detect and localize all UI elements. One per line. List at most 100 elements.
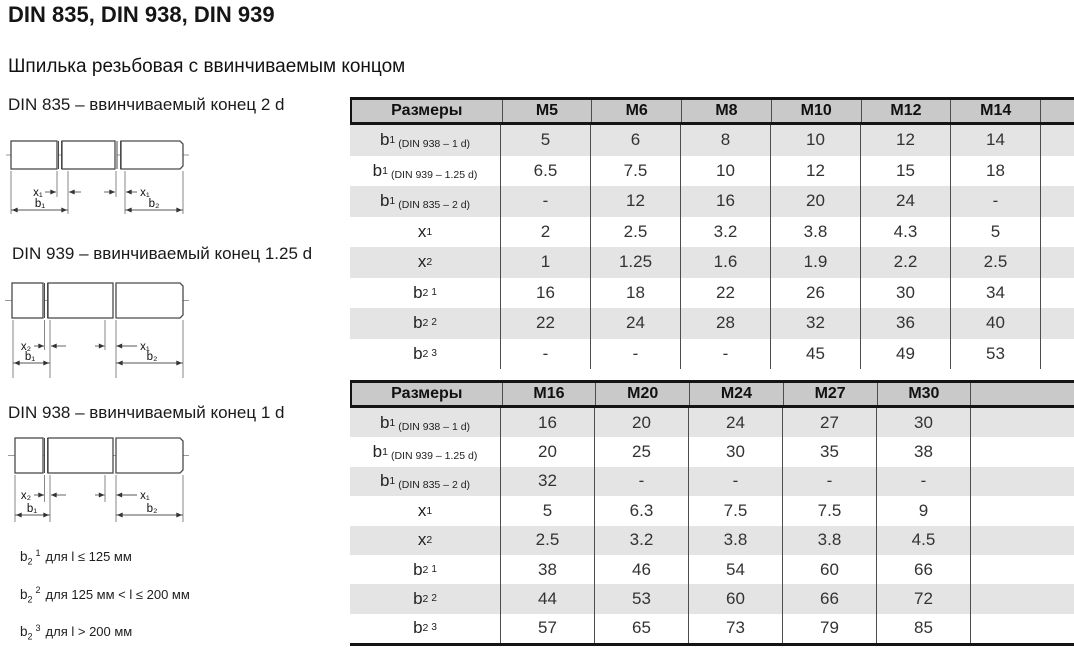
column-header: M27 <box>782 383 877 405</box>
value-cell: - <box>950 186 1040 217</box>
value-cell: - <box>876 466 970 497</box>
footnote: b23 для l > 200 мм <box>20 622 133 642</box>
value-cell: 8 <box>680 125 770 156</box>
value-cell: 12 <box>770 155 860 186</box>
drawing-din938-stud: x₂ x₁ b₁ b₂ <box>8 437 189 522</box>
table-header-row: Размеры M16 M20 M24 M27 M30 <box>350 380 1074 408</box>
thread-section <box>10 140 58 170</box>
value-cell: 60 <box>688 584 782 614</box>
table-row: b 2 3 57 65 73 79 85 <box>350 613 1074 644</box>
value-cell: 7.5 <box>782 496 876 526</box>
table-row: b 1 (DIN 939 – 1.25 d) 6.5 7.5 10 12 15 18 <box>350 155 1074 186</box>
empty-cell <box>1040 247 1074 278</box>
empty-cell <box>1040 186 1074 217</box>
empty-cell <box>970 437 1074 467</box>
value-cell: 6 <box>590 125 680 156</box>
value-cell: 3.8 <box>782 525 876 555</box>
value-cell: - <box>594 466 688 497</box>
value-cell: 2.5 <box>950 247 1040 278</box>
table-row: b 1 (DIN 938 – 1 d) 16 20 24 27 30 <box>350 408 1074 438</box>
value-cell: 60 <box>782 554 876 585</box>
dim-label-x-left: x₂ <box>21 341 31 353</box>
value-cell: 36 <box>860 308 950 339</box>
extension-lines <box>10 171 184 214</box>
value-cell: 3.8 <box>770 216 860 247</box>
value-cell: 66 <box>782 584 876 614</box>
value-cell: 32 <box>770 308 860 339</box>
value-cell: - <box>500 186 590 217</box>
row-label: b 1 (DIN 835 – 2 d) <box>379 191 471 212</box>
value-cell: 2.5 <box>500 525 594 555</box>
value-cell: 1.25 <box>590 247 680 278</box>
value-cell: 79 <box>782 613 876 644</box>
value-cell: 5 <box>950 216 1040 247</box>
value-cell: 4.5 <box>876 525 970 555</box>
empty-cell <box>970 466 1074 497</box>
value-cell: 18 <box>590 277 680 308</box>
value-cell: 16 <box>500 408 594 438</box>
value-cell: 10 <box>680 155 770 186</box>
footnotes: b21 для l ≤ 125 мм b22 для 125 мм < l ≤ 200… <box>20 547 190 662</box>
value-cell: 1.6 <box>680 247 770 278</box>
value-cell: 16 <box>500 277 590 308</box>
extension-lines <box>14 475 184 522</box>
footnote: b21 для l ≤ 125 мм <box>20 547 132 567</box>
value-cell: 7.5 <box>590 155 680 186</box>
table-row: x 2 1 1.25 1.6 1.9 2.2 2.5 <box>350 247 1074 278</box>
value-cell: 22 <box>500 308 590 339</box>
value-cell: 20 <box>770 186 860 217</box>
thread-section <box>115 282 184 319</box>
dim-label-x-left: x₁ <box>33 187 43 199</box>
column-header: M10 <box>770 100 861 122</box>
thread-section <box>14 437 44 474</box>
empty-cell <box>970 554 1074 585</box>
row-label: b 1 (DIN 939 – 1.25 d) <box>372 160 478 181</box>
value-cell: 1 <box>500 247 590 278</box>
table-row: b 1 (DIN 835 – 2 d) -12 16 20 24- <box>350 186 1074 217</box>
column-header: M16 <box>501 383 596 405</box>
column-header: Размеры <box>391 385 463 402</box>
value-cell: 6.3 <box>594 496 688 526</box>
column-header-empty <box>970 383 1074 405</box>
thread-section <box>120 140 184 170</box>
dim-label-b2: b₂ <box>149 198 160 210</box>
shank-section <box>61 140 116 170</box>
value-cell: 12 <box>590 186 680 217</box>
empty-cell <box>1040 308 1074 339</box>
value-cell: 53 <box>950 338 1040 369</box>
value-cell: 40 <box>950 308 1040 339</box>
value-cell: 15 <box>860 155 950 186</box>
column-header-empty <box>1040 100 1074 122</box>
value-cell: 72 <box>876 584 970 614</box>
value-cell: 2.2 <box>860 247 950 278</box>
column-header: M12 <box>860 100 951 122</box>
value-cell: - <box>590 338 680 369</box>
value-cell: 4.3 <box>860 216 950 247</box>
row-label: b 1 (DIN 835 – 2 d) <box>379 471 471 492</box>
value-cell: 28 <box>680 308 770 339</box>
value-cell: 10 <box>770 125 860 156</box>
value-cell: 49 <box>860 338 950 369</box>
column-header: M20 <box>595 383 689 405</box>
value-cell: 22 <box>680 277 770 308</box>
table-row: b 2 1 38 46 54 60 66 <box>350 554 1074 585</box>
value-cell: 3.2 <box>680 216 770 247</box>
empty-cell <box>970 496 1074 526</box>
value-cell: - <box>680 338 770 369</box>
dim-label-x-right: x₁ <box>140 490 150 502</box>
value-cell: 25 <box>594 437 688 467</box>
page-title: DIN 835, DIN 938, DIN 939 <box>8 2 275 27</box>
value-cell: 35 <box>782 437 876 467</box>
value-cell: 12 <box>860 125 950 156</box>
column-header: M24 <box>689 383 783 405</box>
page-subtitle: Шпилька резьбовая с ввинчиваемым концом <box>8 56 406 77</box>
row-label: b 1 (DIN 938 – 1 d) <box>379 412 471 433</box>
value-cell: 24 <box>590 308 680 339</box>
value-cell: 38 <box>876 437 970 467</box>
empty-cell <box>1040 277 1074 308</box>
value-cell: 44 <box>500 584 594 614</box>
value-cell: 26 <box>770 277 860 308</box>
column-header: M6 <box>591 100 681 122</box>
